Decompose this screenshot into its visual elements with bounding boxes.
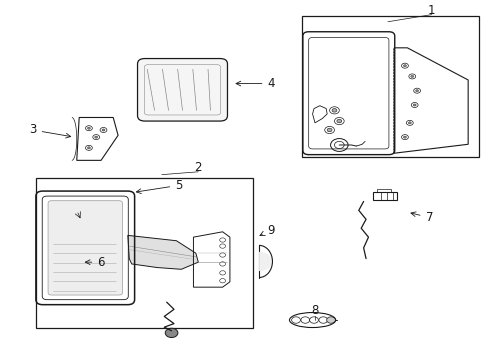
FancyBboxPatch shape bbox=[137, 59, 227, 121]
Wedge shape bbox=[259, 252, 272, 271]
Circle shape bbox=[336, 119, 341, 123]
Text: 8: 8 bbox=[311, 304, 318, 317]
Circle shape bbox=[415, 90, 418, 92]
Circle shape bbox=[407, 122, 410, 124]
Polygon shape bbox=[127, 235, 198, 269]
Circle shape bbox=[87, 147, 90, 149]
Text: 7: 7 bbox=[410, 211, 432, 224]
Bar bbox=[36, 178, 252, 328]
FancyBboxPatch shape bbox=[48, 201, 122, 295]
Bar bbox=[301, 16, 478, 157]
Circle shape bbox=[403, 64, 406, 67]
Text: 5: 5 bbox=[136, 179, 182, 194]
Circle shape bbox=[165, 328, 178, 338]
Circle shape bbox=[102, 129, 105, 131]
Circle shape bbox=[326, 128, 331, 132]
Text: 1: 1 bbox=[427, 4, 434, 17]
Text: 6: 6 bbox=[85, 256, 104, 269]
Circle shape bbox=[95, 136, 98, 138]
Text: 2: 2 bbox=[194, 161, 202, 174]
Circle shape bbox=[326, 317, 335, 323]
Text: 4: 4 bbox=[236, 77, 274, 90]
Circle shape bbox=[410, 75, 413, 77]
Text: 3: 3 bbox=[29, 123, 71, 138]
Bar bbox=[376, 189, 390, 192]
Circle shape bbox=[412, 104, 415, 106]
Circle shape bbox=[87, 127, 90, 129]
Text: 9: 9 bbox=[260, 224, 274, 237]
Circle shape bbox=[403, 136, 406, 138]
Bar bbox=[372, 192, 396, 200]
Circle shape bbox=[331, 109, 336, 112]
